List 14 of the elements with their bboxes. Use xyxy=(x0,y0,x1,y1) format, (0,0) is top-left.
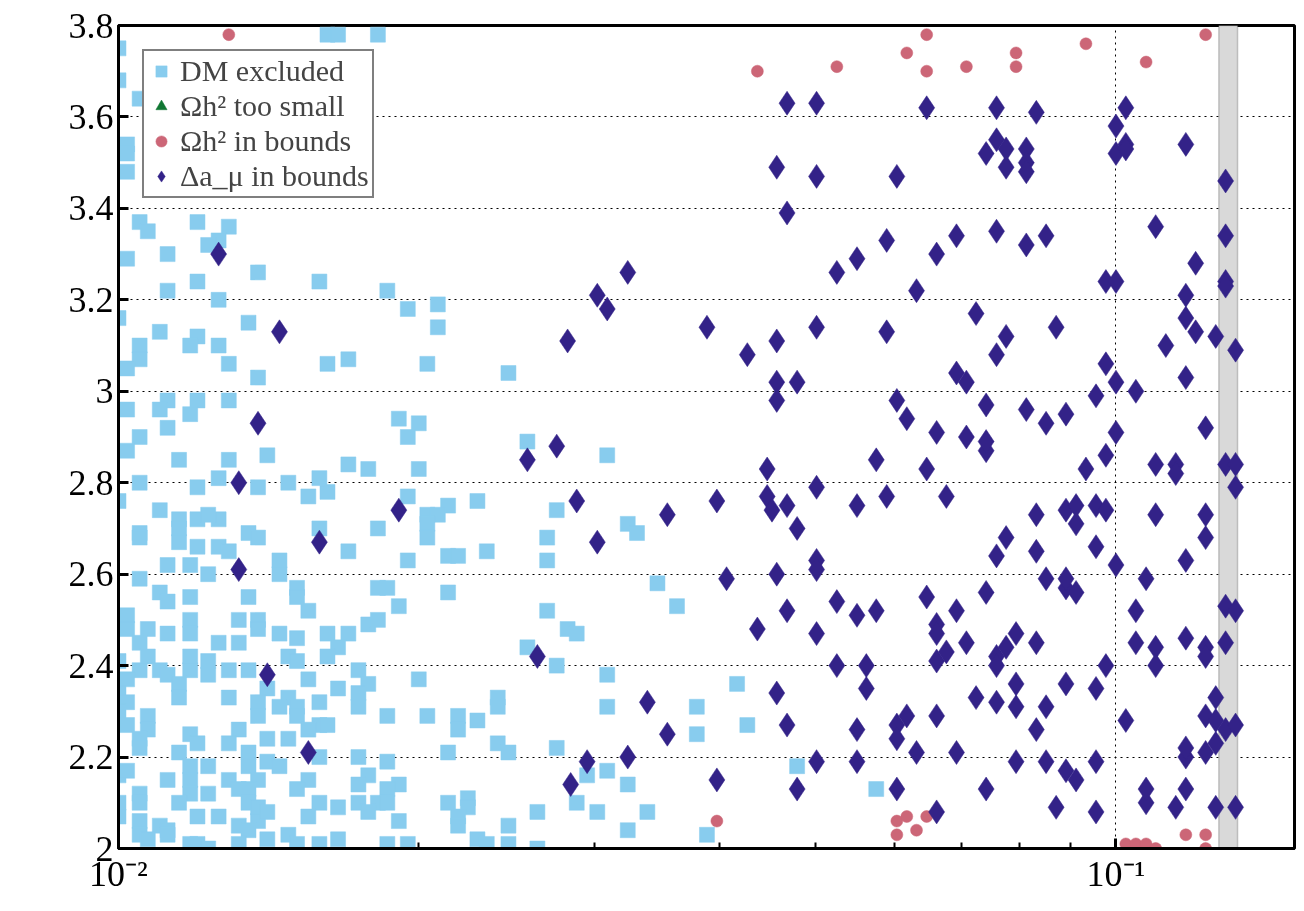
y-tick-label: 3 xyxy=(95,371,114,412)
y-tick-label: 2.4 xyxy=(68,645,114,686)
y-tick-label: 3.4 xyxy=(68,188,114,229)
legend-label: Ωh² in bounds xyxy=(180,124,352,158)
legend-label: DM excluded xyxy=(180,54,345,88)
y-tick-label: 2.2 xyxy=(68,737,114,778)
y-tick-label: 3.6 xyxy=(68,96,114,137)
legend-label: Ωh² too small xyxy=(180,89,345,123)
x-tick-label: 10⁻¹ xyxy=(1086,853,1146,894)
y-tick-label: 3.8 xyxy=(68,5,114,46)
legend-label: Δa_μ in bounds xyxy=(180,159,369,193)
y-tick-label: 2.8 xyxy=(68,462,114,503)
y-tick-label: 3.2 xyxy=(68,279,114,320)
y-tick-label: 2.6 xyxy=(68,554,114,595)
